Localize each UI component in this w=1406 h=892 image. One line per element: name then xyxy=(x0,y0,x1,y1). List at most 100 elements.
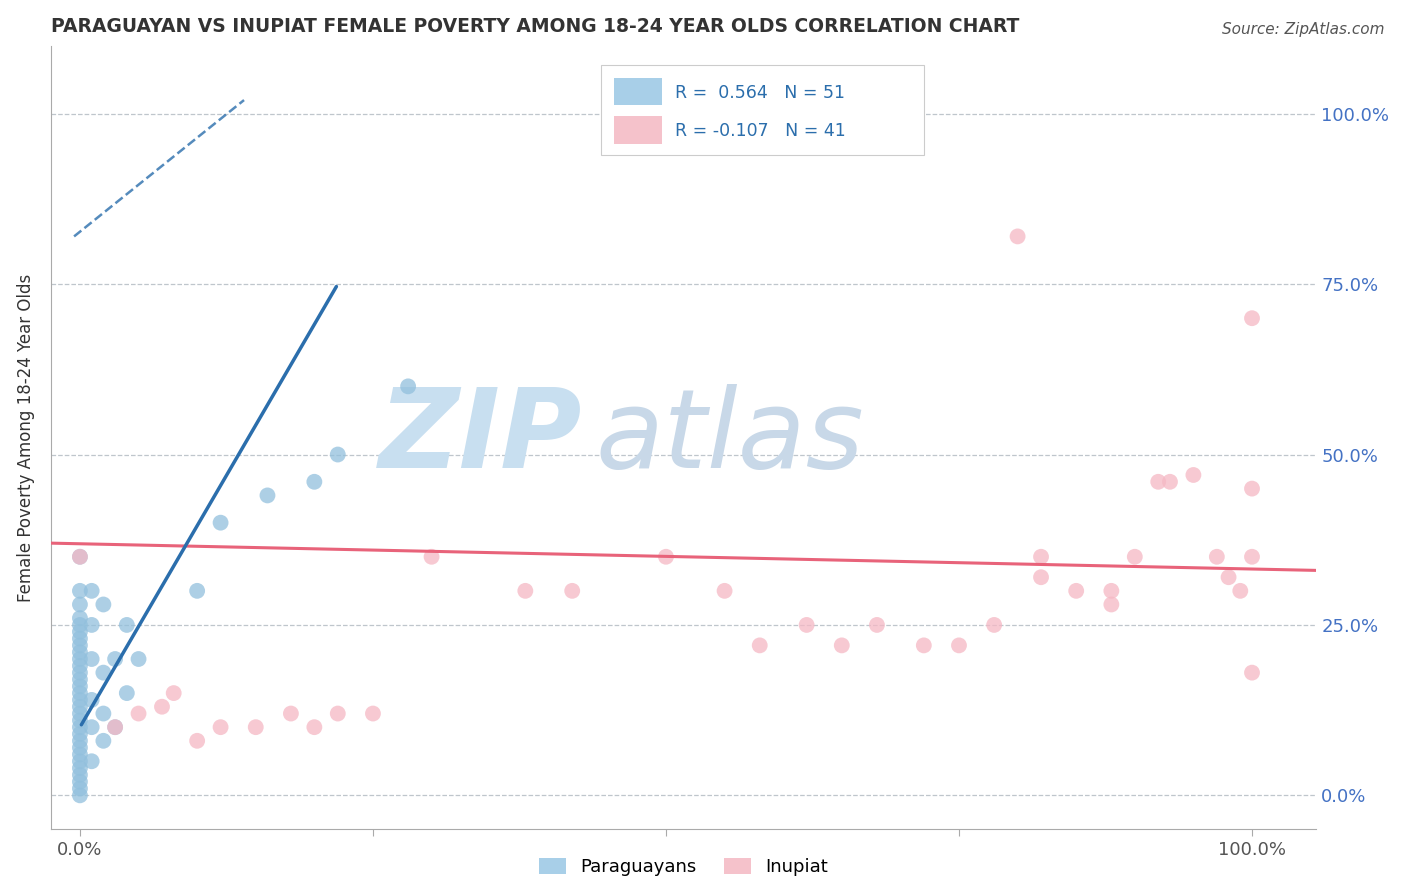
Point xyxy=(150,699,173,714)
Point xyxy=(1240,311,1263,326)
Point xyxy=(69,632,91,646)
Point xyxy=(280,706,302,721)
Point xyxy=(1205,549,1227,564)
Point xyxy=(104,720,127,734)
Point xyxy=(69,747,91,762)
Text: R = -0.107   N = 41: R = -0.107 N = 41 xyxy=(675,122,845,140)
FancyBboxPatch shape xyxy=(614,116,662,144)
Point xyxy=(361,706,384,721)
Point xyxy=(1007,229,1029,244)
Text: atlas: atlas xyxy=(595,384,863,491)
Text: R =  0.564   N = 51: R = 0.564 N = 51 xyxy=(675,84,845,102)
Point xyxy=(1159,475,1181,489)
Point xyxy=(104,652,127,666)
Point xyxy=(69,733,91,747)
Legend: Paraguayans, Inupiat: Paraguayans, Inupiat xyxy=(531,850,835,883)
Point xyxy=(80,754,103,768)
Point xyxy=(796,618,818,632)
Point xyxy=(186,583,208,598)
Point xyxy=(561,583,583,598)
Y-axis label: Female Poverty Among 18-24 Year Olds: Female Poverty Among 18-24 Year Olds xyxy=(17,273,35,601)
Point xyxy=(69,639,91,653)
Point xyxy=(80,583,103,598)
Point xyxy=(80,618,103,632)
Point xyxy=(69,727,91,741)
Point xyxy=(93,733,115,747)
Point xyxy=(1182,467,1205,482)
Point xyxy=(69,706,91,721)
Point xyxy=(69,679,91,693)
Point xyxy=(69,549,91,564)
Point xyxy=(1029,570,1052,584)
Point xyxy=(1099,583,1122,598)
Point xyxy=(713,583,735,598)
Point xyxy=(209,516,232,530)
Point xyxy=(69,754,91,768)
Text: Source: ZipAtlas.com: Source: ZipAtlas.com xyxy=(1222,22,1385,37)
Point xyxy=(912,639,935,653)
Point xyxy=(326,706,349,721)
Text: ZIP: ZIP xyxy=(378,384,582,491)
Point xyxy=(1029,549,1052,564)
Point xyxy=(515,583,537,598)
Point xyxy=(69,740,91,755)
FancyBboxPatch shape xyxy=(614,78,662,105)
Point xyxy=(69,714,91,728)
Point xyxy=(69,673,91,687)
Point xyxy=(80,693,103,707)
Point xyxy=(104,720,127,734)
Point xyxy=(69,699,91,714)
Point xyxy=(948,639,970,653)
Point xyxy=(1240,482,1263,496)
Point xyxy=(420,549,443,564)
Point xyxy=(866,618,889,632)
Point xyxy=(186,733,208,747)
Point xyxy=(69,686,91,700)
Point xyxy=(69,768,91,782)
Point xyxy=(69,645,91,659)
Point xyxy=(1240,549,1263,564)
Point xyxy=(69,618,91,632)
Point xyxy=(69,549,91,564)
Point xyxy=(93,665,115,680)
Point xyxy=(304,475,326,489)
Point xyxy=(69,665,91,680)
Point xyxy=(304,720,326,734)
Point xyxy=(655,549,678,564)
Point xyxy=(69,761,91,775)
Point xyxy=(163,686,186,700)
Point xyxy=(80,720,103,734)
Point xyxy=(1123,549,1146,564)
Point xyxy=(245,720,267,734)
Point xyxy=(396,379,419,393)
Point xyxy=(69,720,91,734)
Point xyxy=(69,774,91,789)
Point xyxy=(983,618,1005,632)
Point xyxy=(1099,598,1122,612)
Point xyxy=(69,624,91,639)
Point xyxy=(93,706,115,721)
Point xyxy=(69,789,91,803)
Point xyxy=(209,720,232,734)
Point xyxy=(128,706,150,721)
Point xyxy=(115,618,138,632)
Point xyxy=(1229,583,1251,598)
Point xyxy=(69,598,91,612)
Point xyxy=(115,686,138,700)
Point xyxy=(69,781,91,796)
FancyBboxPatch shape xyxy=(602,65,924,155)
Point xyxy=(69,693,91,707)
Point xyxy=(1064,583,1087,598)
Point xyxy=(1147,475,1170,489)
Point xyxy=(128,652,150,666)
Point xyxy=(69,583,91,598)
Point xyxy=(69,658,91,673)
Point xyxy=(1240,665,1263,680)
Point xyxy=(748,639,770,653)
Point xyxy=(80,652,103,666)
Point xyxy=(69,611,91,625)
Point xyxy=(831,639,853,653)
Point xyxy=(256,488,278,502)
Point xyxy=(93,598,115,612)
Point xyxy=(326,448,349,462)
